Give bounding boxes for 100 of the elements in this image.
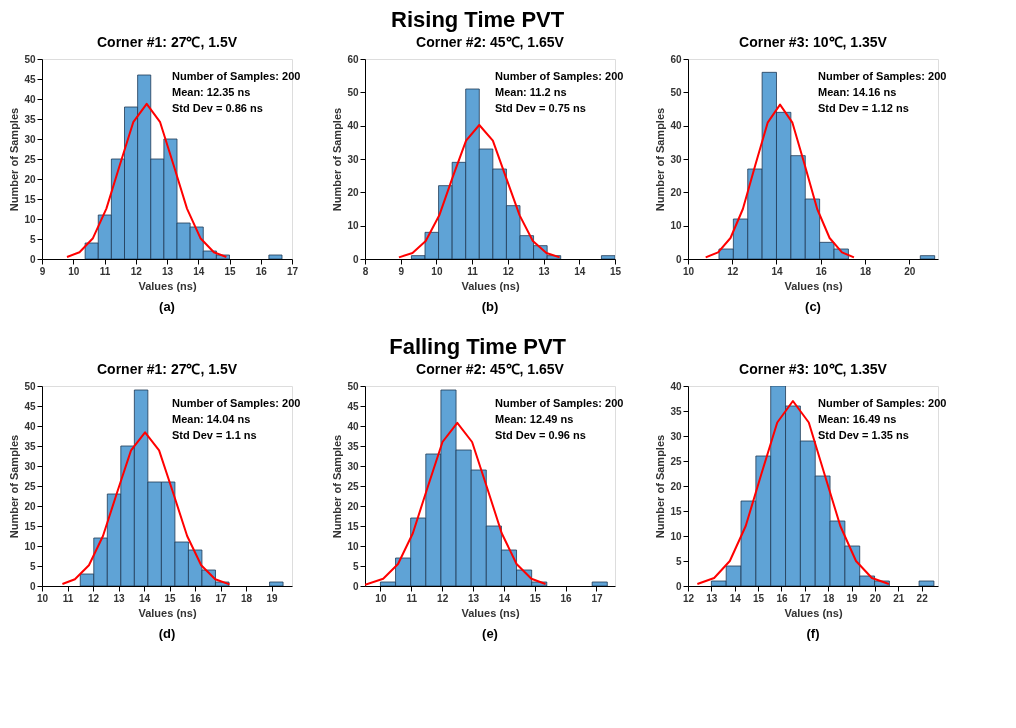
y-tick-label: 45 [24,400,36,412]
y-tick-label: 10 [347,540,359,552]
x-tick-label: 10 [68,265,80,277]
annotation: Number of Samples: 200 [818,70,947,82]
y-tick-label: 0 [29,580,36,592]
y-tick-label: 40 [347,420,359,432]
y-axis-title: Number of Samples [8,434,21,539]
y-tick-label: 45 [24,73,36,85]
y-tick-label: 35 [670,405,682,417]
line-series [365,421,547,586]
x-tick-label: 14 [498,592,511,604]
y-tick-label: 40 [24,420,36,432]
y-tick-label: 5 [675,555,682,567]
chart-title: Corner #2: 45℃, 1.65V [416,34,565,50]
annotation: Std Dev = 1.12 ns [818,102,909,114]
y-tick-label: 45 [347,400,359,412]
y-tick-label: 15 [24,520,36,532]
y-tick-label: 5 [29,560,36,572]
x-tick-label: 15 [753,592,765,604]
y-axis-title: Number of Samples [654,434,667,539]
y-tick-label: 15 [24,193,36,205]
x-tick-label: 12 [727,265,739,277]
y-tick-label: 30 [347,460,359,472]
y-tick-label: 60 [670,53,682,65]
text: Falling Time PVT [389,333,567,359]
y-tick-label: 25 [670,455,682,467]
x-tick-label: 17 [286,265,299,277]
x-tick-label: 13 [538,265,551,277]
text: Rising Time PVT [391,6,565,32]
y-tick-label: 0 [352,580,359,592]
y-tick-label: 20 [670,480,682,492]
x-tick-label: 10 [375,592,387,604]
y-tick-label: 50 [670,86,682,98]
x-tick-label: 16 [190,592,202,604]
x-tick-label: 20 [904,265,916,277]
x-tick-label: 8 [362,265,369,277]
y-tick-label: 0 [675,580,682,592]
x-tick-label: 9 [398,265,405,277]
chart-title: Corner #3: 10℃, 1.35V [739,34,888,50]
text: (d) [158,626,176,641]
y-tick-label: 50 [24,53,36,65]
y-tick-label: 10 [347,220,359,232]
x-tick-label: 12 [437,592,449,604]
x-tick-label: 13 [113,592,126,604]
y-tick-label: 30 [670,430,682,442]
x-tick-label: 17 [215,592,228,604]
y-tick-label: 20 [670,186,682,198]
y-tick-label: 50 [24,380,36,392]
x-tick-label: 9 [39,265,46,277]
x-tick-label: 15 [164,592,177,604]
x-tick-label: 21 [893,592,905,604]
line-series [397,124,561,259]
text: (c) [805,299,821,314]
text: (f) [806,626,820,641]
y-tick-label: 40 [670,120,682,132]
y-tick-label: 5 [29,233,36,245]
x-tick-label: 14 [574,265,586,277]
y-tick-label: 60 [347,53,359,65]
chart-title: Corner #1: 27℃, 1.5V [96,361,238,377]
y-axis-title: Number of Samples [654,107,667,212]
y-tick-label: 35 [24,440,36,452]
annotation: Number of Samples: 200 [172,70,301,82]
y-tick-label: 10 [24,213,36,225]
annotation: Number of Samples: 200 [495,397,624,409]
y-tick-label: 20 [24,173,36,185]
line-series [66,102,228,258]
y-tick-label: 5 [352,560,359,572]
text: (a) [159,299,175,314]
x-tick-label: 14 [771,265,783,277]
x-axis-title: Values (ns) [138,279,197,292]
y-tick-label: 15 [347,520,359,532]
x-tick-label: 16 [776,592,788,604]
x-tick-label: 11 [99,265,111,277]
annotation: Std Dev = 0.86 ns [172,102,263,114]
x-tick-label: 18 [241,592,253,604]
x-tick-label: 16 [815,265,828,277]
x-tick-label: 19 [846,592,859,604]
x-tick-label: 18 [859,265,872,277]
annotation: Mean: 14.16 ns [818,86,897,98]
y-tick-label: 25 [24,480,36,492]
annotation: Std Dev = 0.96 ns [495,429,586,441]
annotation: Mean: 14.04 ns [172,413,251,425]
x-tick-label: 19 [266,592,279,604]
annotation: Number of Samples: 200 [495,70,624,82]
y-tick-label: 10 [24,540,36,552]
y-axis-title: Number of Samples [331,434,344,539]
x-tick-label: 15 [609,265,622,277]
annotation: Std Dev = 1.1 ns [172,429,257,441]
x-tick-label: 12 [682,592,695,604]
x-tick-label: 11 [467,265,479,277]
chart-title: Corner #2: 45℃, 1.65V [416,361,565,377]
x-tick-label: 14 [729,592,742,604]
annotation: Mean: 12.35 ns [172,86,251,98]
x-axis-title: Values (ns) [784,606,843,619]
x-tick-label: 18 [823,592,835,604]
y-tick-label: 15 [670,505,682,517]
chart-title: Corner #3: 10℃, 1.35V [739,361,888,377]
annotation: Std Dev = 1.35 ns [818,429,909,441]
y-tick-label: 0 [352,253,359,265]
x-tick-label: 13 [706,592,718,604]
